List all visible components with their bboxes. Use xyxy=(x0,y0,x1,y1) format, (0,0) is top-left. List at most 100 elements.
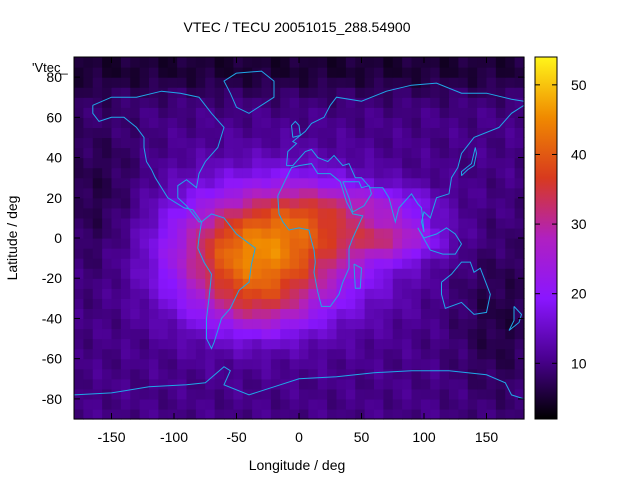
heatmap-cell xyxy=(383,147,394,159)
heatmap-cell xyxy=(505,147,516,159)
heatmap-cell xyxy=(111,117,122,128)
heatmap-cell xyxy=(158,177,169,189)
heatmap-cell xyxy=(505,157,516,169)
heatmap-cell xyxy=(402,248,413,259)
heatmap-cell xyxy=(420,97,431,108)
heatmap-cell xyxy=(355,318,366,330)
heatmap-cell xyxy=(74,227,84,239)
heatmap-cell xyxy=(449,147,459,159)
heatmap-cell xyxy=(439,288,450,299)
heatmap-cell xyxy=(242,187,253,199)
heatmap-cell xyxy=(449,398,459,410)
heatmap-cell xyxy=(392,117,403,128)
heatmap-cell xyxy=(205,97,216,108)
heatmap-cell xyxy=(374,157,384,169)
heatmap-cell xyxy=(383,137,394,149)
heatmap-cell xyxy=(139,358,150,370)
heatmap-cell xyxy=(224,67,234,78)
heatmap-cell xyxy=(92,227,103,239)
heatmap-cell xyxy=(364,408,375,420)
heatmap-cell xyxy=(327,217,338,229)
heatmap-cell xyxy=(111,57,122,68)
heatmap-cell xyxy=(195,328,206,340)
heatmap-cell xyxy=(308,258,319,269)
heatmap-cell xyxy=(289,197,300,209)
heatmap-cell xyxy=(270,398,281,410)
heatmap-cell xyxy=(439,207,450,219)
heatmap-cell xyxy=(467,207,478,219)
heatmap-cell xyxy=(111,238,122,249)
heatmap-cell xyxy=(280,217,291,229)
heatmap-cell xyxy=(345,177,356,189)
heatmap-cell xyxy=(467,278,478,289)
heatmap-cell xyxy=(317,217,328,229)
heatmap-cell xyxy=(374,258,384,269)
heatmap-cell xyxy=(374,57,384,68)
x-tick-label: 0 xyxy=(295,429,303,445)
heatmap-cell xyxy=(74,248,84,259)
heatmap-cell xyxy=(111,318,122,330)
heatmap-cell xyxy=(205,227,216,239)
heatmap-cell xyxy=(158,408,169,420)
heatmap-cell xyxy=(233,268,244,279)
heatmap-cell xyxy=(477,97,488,108)
heatmap-cell xyxy=(430,368,441,380)
heatmap-cell xyxy=(458,268,469,279)
heatmap-cell xyxy=(289,147,300,159)
heatmap-cell xyxy=(345,167,356,179)
heatmap-cell xyxy=(477,338,488,350)
heatmap-cell xyxy=(280,318,291,330)
heatmap-cell xyxy=(327,107,338,118)
heatmap-cell xyxy=(139,157,150,169)
heatmap-cell xyxy=(242,157,253,169)
heatmap-cell xyxy=(120,408,131,420)
heatmap-cell xyxy=(495,278,506,289)
heatmap-cell xyxy=(420,358,431,370)
heatmap-cell xyxy=(327,398,338,410)
heatmap-cell xyxy=(270,97,281,108)
heatmap-cell xyxy=(177,147,188,159)
heatmap-cell xyxy=(411,278,422,289)
heatmap-cell xyxy=(495,177,506,189)
heatmap-cell xyxy=(327,308,338,320)
heatmap-cell xyxy=(83,127,94,139)
heatmap-cell xyxy=(205,308,216,320)
heatmap-cell xyxy=(495,318,506,330)
heatmap-cell xyxy=(299,248,309,259)
heatmap-cell xyxy=(102,207,113,219)
heatmap-cell xyxy=(270,127,281,139)
heatmap-cell xyxy=(233,197,244,209)
heatmap-cell xyxy=(458,368,469,380)
heatmap-cell xyxy=(280,77,291,88)
heatmap-cell xyxy=(374,137,384,149)
heatmap-cell xyxy=(420,408,431,420)
heatmap-cell xyxy=(111,298,122,309)
heatmap-cell xyxy=(345,258,356,269)
heatmap-cell xyxy=(458,127,469,139)
heatmap-cell xyxy=(252,217,263,229)
heatmap-cell xyxy=(317,137,328,149)
x-tick-label: -150 xyxy=(97,429,125,445)
heatmap-cell xyxy=(195,338,206,350)
heatmap-cell xyxy=(449,207,459,219)
heatmap-cell xyxy=(514,127,525,139)
heatmap-cell xyxy=(383,207,394,219)
heatmap-cell xyxy=(83,77,94,88)
heatmap-cell xyxy=(317,77,328,88)
heatmap-cell xyxy=(514,328,525,340)
heatmap-cell xyxy=(430,338,441,350)
x-axis: -150 -100 -50 0 50 100 150 xyxy=(97,57,498,445)
heatmap-cell xyxy=(102,318,113,330)
heatmap-cell xyxy=(514,177,525,189)
heatmap-cell xyxy=(402,147,413,159)
heatmap-cell xyxy=(327,87,338,98)
heatmap-cell xyxy=(289,167,300,179)
heatmap-cell xyxy=(364,338,375,350)
heatmap-cell xyxy=(477,258,488,269)
heatmap-cell xyxy=(458,338,469,350)
heatmap-cell xyxy=(224,378,234,390)
heatmap-cell xyxy=(355,308,366,320)
heatmap-cell xyxy=(345,227,356,239)
heatmap-cell xyxy=(139,87,150,98)
heatmap-cell xyxy=(261,328,272,340)
